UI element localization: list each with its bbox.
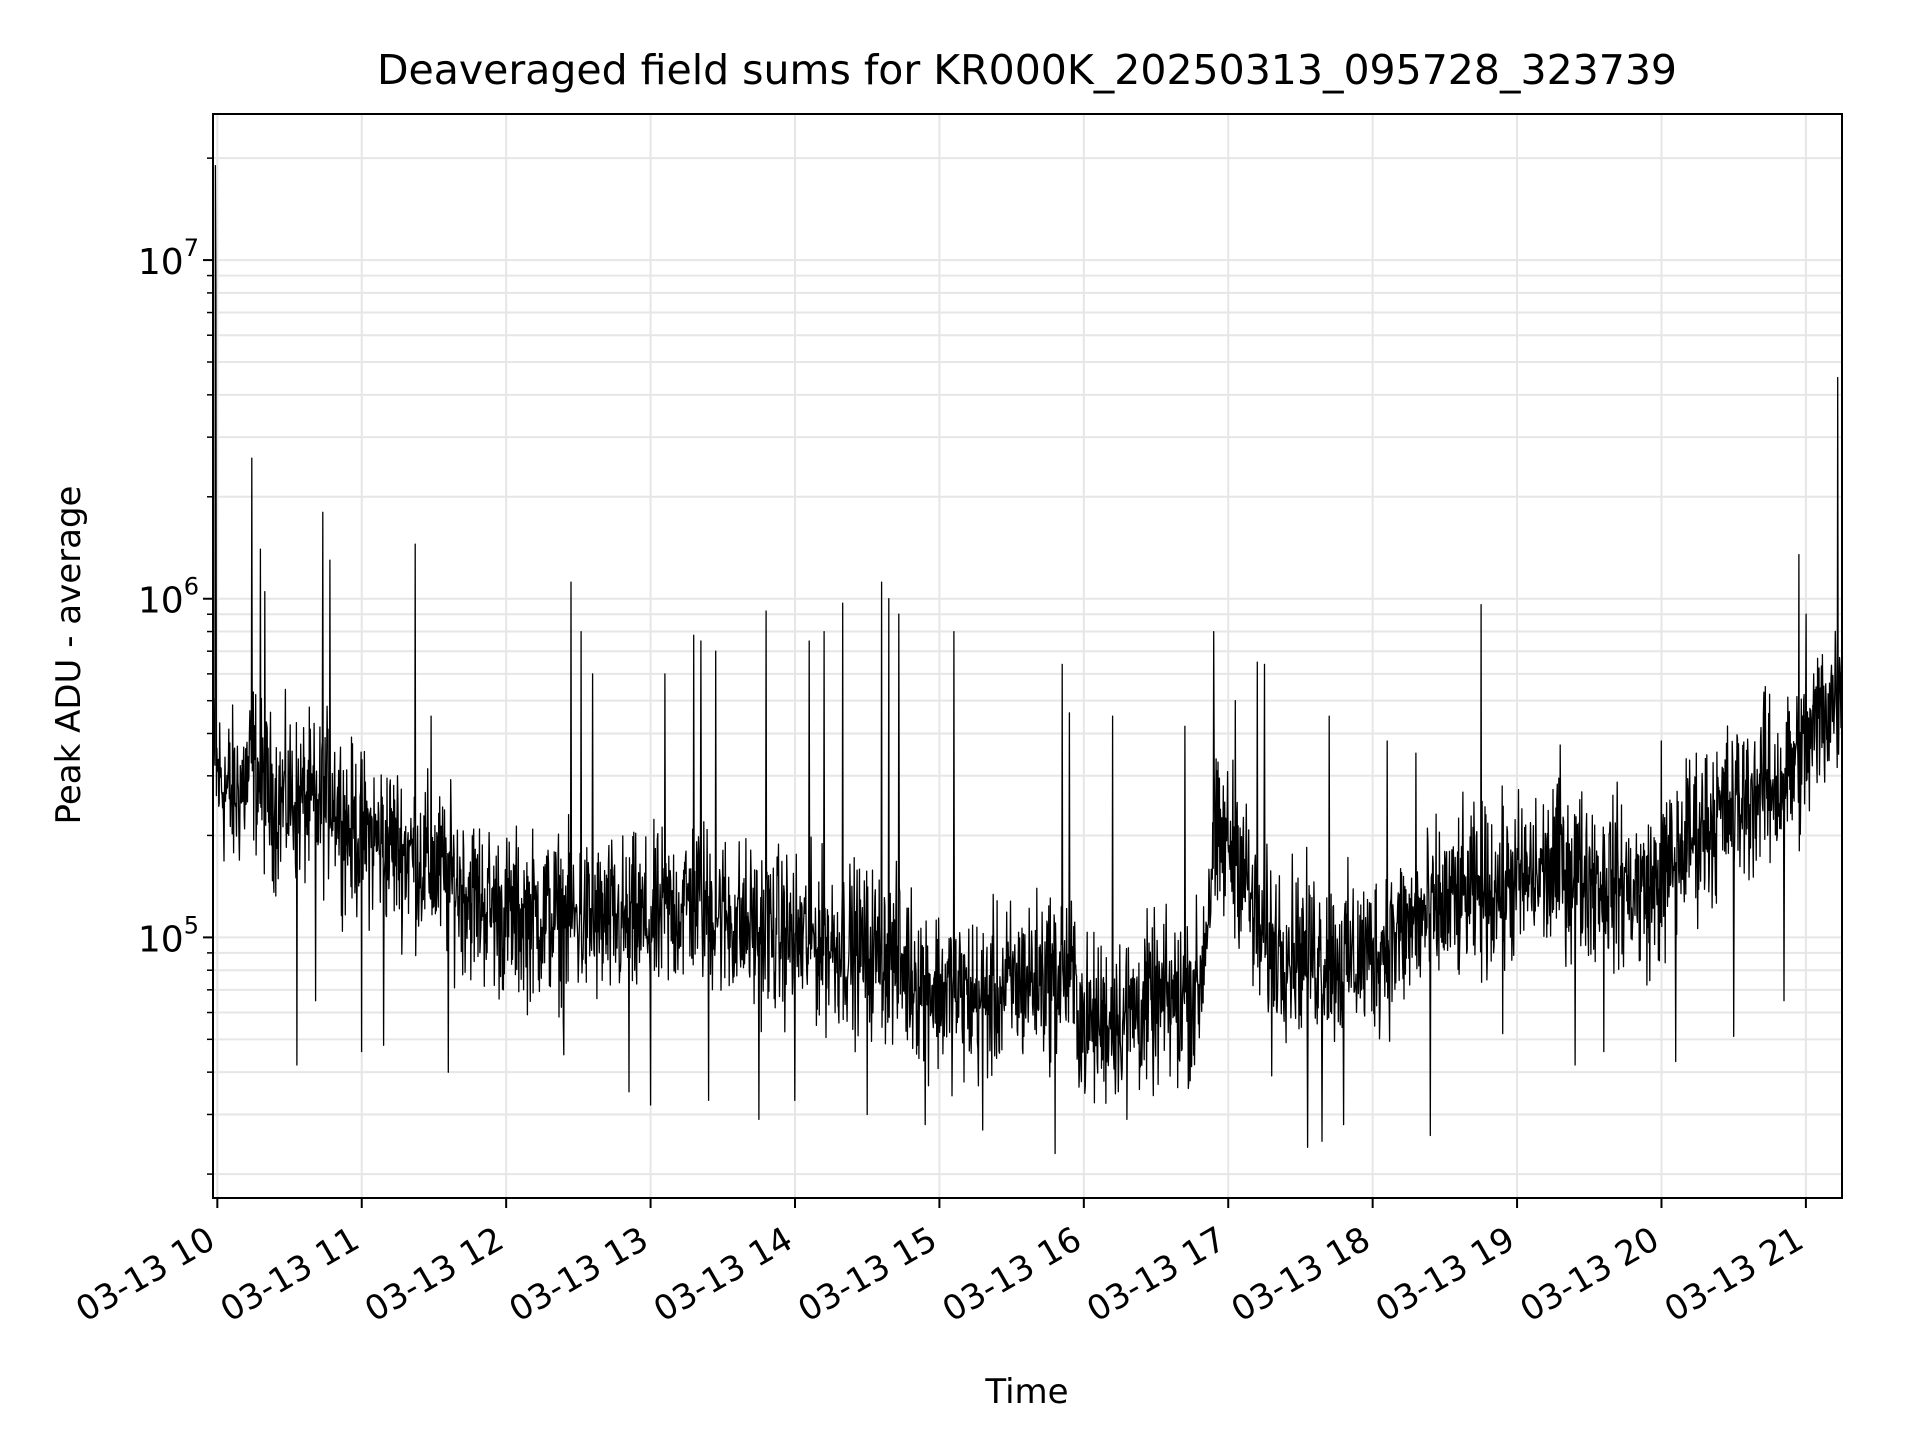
y-axis-label: Peak ADU - average [49,486,89,825]
plot-frame [212,113,1843,1199]
y-tick-label: 106 [138,573,199,622]
y-tick-label: 105 [138,911,199,960]
series-line [212,165,1843,1155]
y-axis: 105 106 107 [138,157,213,1175]
gridlines [213,114,1842,1198]
x-axis-label: Time [984,1372,1068,1412]
y-tick-label: 107 [138,234,199,283]
chart-title: Deaveraged field sums for KR000K_2025031… [377,46,1677,94]
data-series [212,165,1843,1155]
